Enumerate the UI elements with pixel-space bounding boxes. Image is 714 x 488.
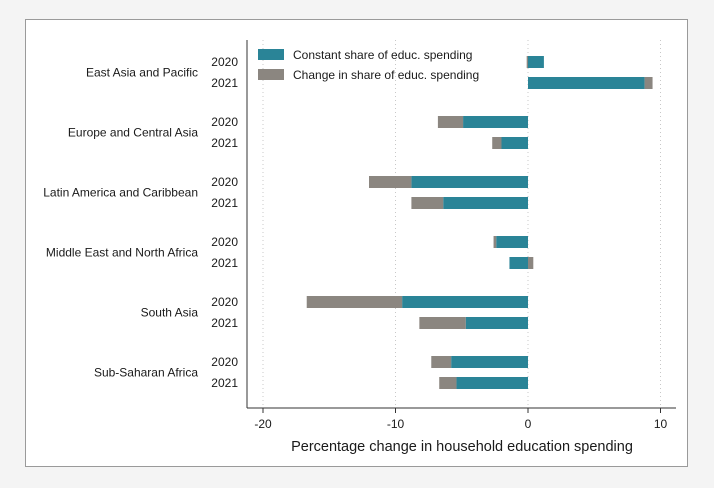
bar-change-share	[411, 197, 444, 209]
year-label: 2021	[211, 196, 238, 210]
axes: -20 -10 0 10	[246, 40, 676, 431]
year-label: 2020	[211, 235, 238, 249]
year-label: 2020	[211, 55, 238, 69]
bar-change-share	[306, 296, 403, 308]
grid-lines	[262, 40, 661, 408]
region-label: East Asia and Pacific	[86, 66, 198, 80]
bars	[306, 56, 653, 389]
x-tick-label: 10	[654, 417, 668, 431]
bar-constant-share	[528, 77, 645, 89]
category-labels: East Asia and Pacific 2020 2021 Europe and …	[43, 55, 238, 390]
bar-constant-share	[496, 236, 528, 248]
bar-constant-share	[456, 377, 528, 389]
x-tick-label: 0	[525, 417, 532, 431]
bar-constant-share	[465, 317, 528, 329]
bar-constant-share	[443, 197, 528, 209]
region-label: Middle East and North Africa	[46, 246, 198, 260]
x-axis-title: Percentage change in household education…	[291, 439, 633, 455]
legend: Constant share of educ. spending Change …	[258, 48, 479, 82]
bar-constant-share	[509, 257, 528, 269]
bar-change-share	[431, 356, 452, 368]
bar-constant-share	[411, 176, 528, 188]
legend-swatch-change	[258, 69, 284, 80]
bar-change-share	[644, 77, 653, 89]
legend-label-change: Change in share of educ. spending	[293, 68, 479, 82]
bar-constant-share	[463, 116, 528, 128]
bar-constant-share	[501, 137, 528, 149]
year-label: 2021	[211, 376, 238, 390]
bar-change-share	[419, 317, 466, 329]
year-label: 2020	[211, 355, 238, 369]
legend-label-constant: Constant share of educ. spending	[293, 48, 472, 62]
bar-change-share	[439, 377, 457, 389]
bar-constant-share	[402, 296, 528, 308]
bar-change-share	[493, 236, 497, 248]
bar-constant-share	[451, 356, 528, 368]
bar-change-share	[526, 56, 528, 68]
x-tick-label: -20	[254, 417, 272, 431]
region-label: South Asia	[141, 306, 199, 320]
region-label: Europe and Central Asia	[68, 126, 198, 140]
year-label: 2021	[211, 316, 238, 330]
bar-change-share	[492, 137, 502, 149]
year-label: 2020	[211, 175, 238, 189]
region-label: Sub-Saharan Africa	[94, 366, 198, 380]
year-label: 2021	[211, 76, 238, 90]
bar-change-share	[369, 176, 412, 188]
year-label: 2020	[211, 115, 238, 129]
bar-constant-share	[528, 56, 544, 68]
x-tick-label: -10	[387, 417, 405, 431]
region-label: Latin America and Caribbean	[43, 186, 198, 200]
bar-change-share	[437, 116, 464, 128]
legend-swatch-constant	[258, 49, 284, 60]
bar-change-share	[528, 257, 534, 269]
year-label: 2020	[211, 295, 238, 309]
year-label: 2021	[211, 256, 238, 270]
bar-chart: -20 -10 0 10 East Asia and Pacific20202021E…	[43, 40, 676, 455]
year-label: 2021	[211, 136, 238, 150]
chart-frame: -20 -10 0 10 East Asia and Pacific 2020 2021 E…	[25, 19, 688, 467]
